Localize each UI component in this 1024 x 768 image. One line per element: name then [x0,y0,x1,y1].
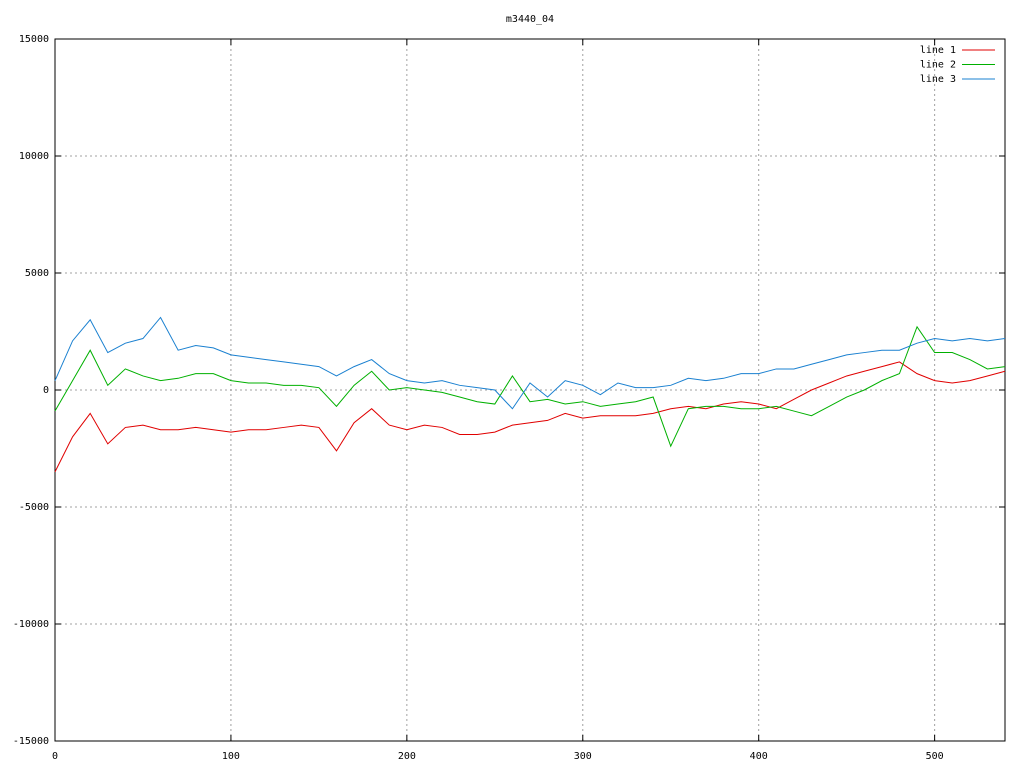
y-tick-label: -15000 [13,736,49,747]
y-tick-label: 10000 [19,151,49,162]
y-tick-label: -10000 [13,619,49,630]
x-tick-label: 400 [750,751,768,762]
y-tick-label: 15000 [19,34,49,45]
x-tick-label: 200 [398,751,416,762]
x-tick-label: 0 [52,751,58,762]
chart-title: m3440_04 [506,14,554,25]
series-line [54,316,1006,410]
y-tick-label: 5000 [25,268,49,279]
series-line [54,361,1006,473]
legend-label: line 1 [920,45,956,56]
x-tick-label: 100 [222,751,240,762]
legend-label: line 3 [920,74,956,85]
y-tick-label: 0 [43,385,49,396]
plot-frame [54,38,1006,742]
y-tick-label: -5000 [19,502,49,513]
legend-label: line 2 [920,60,956,71]
x-tick-label: 500 [926,751,944,762]
series-line [54,325,1006,448]
x-tick-label: 300 [574,751,592,762]
